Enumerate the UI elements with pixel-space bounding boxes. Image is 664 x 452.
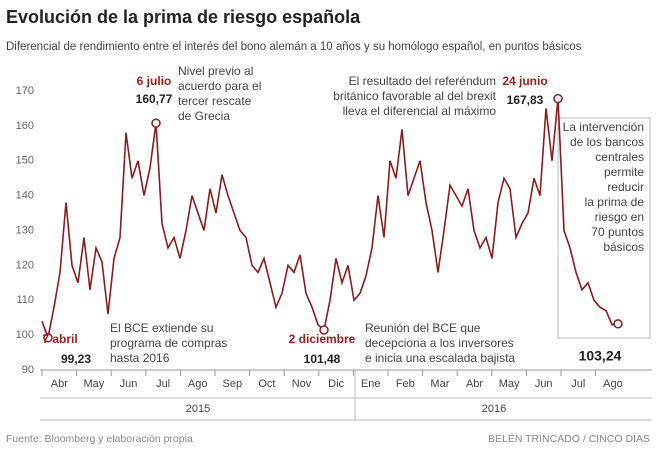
credit: BELÉN TRINCADO / CINCO DÍAS xyxy=(488,432,650,445)
point-marker xyxy=(319,325,329,335)
chart-title: Evolución de la prima de riesgo española xyxy=(6,7,361,27)
note: El resultado del referéndum xyxy=(349,74,496,88)
x-tick-label: Oct xyxy=(258,378,275,390)
point-date: 2 diciembre xyxy=(289,332,356,346)
point-label: 103,24 xyxy=(579,348,622,364)
note: La intervención xyxy=(563,120,644,134)
note: la prima de xyxy=(585,195,645,209)
x-tick-label: Jun xyxy=(120,378,138,390)
note: de los bancos xyxy=(570,135,644,149)
note: acuerdo para el xyxy=(178,79,261,93)
x-tick-label: Feb xyxy=(396,378,415,390)
note: decepciona a los inversores xyxy=(365,336,514,350)
x-tick-label: Ago xyxy=(188,378,208,390)
year-label: 2016 xyxy=(482,403,506,415)
point-marker xyxy=(613,319,623,329)
point-date: 7 abril xyxy=(42,332,77,346)
note: Reunión del BCE que xyxy=(365,321,481,335)
note: de Grecia xyxy=(178,109,230,123)
y-tick-label: 150 xyxy=(16,155,34,167)
point-marker xyxy=(553,93,563,104)
note: reducir xyxy=(607,180,644,194)
y-tick-label: 160 xyxy=(16,120,34,132)
note: básicos xyxy=(603,240,644,254)
note: centrales xyxy=(595,150,644,164)
x-tick-label: Abr xyxy=(51,378,68,390)
y-tick-label: 90 xyxy=(22,364,34,376)
x-tick-label: Jun xyxy=(535,378,553,390)
x-tick-label: Jul xyxy=(571,378,585,390)
note: tercer rescate xyxy=(178,94,252,108)
y-tick-label: 110 xyxy=(16,294,34,306)
note: Nivel previo al xyxy=(178,64,253,78)
point-marker xyxy=(43,333,53,343)
point-label: 101,48 xyxy=(304,352,341,366)
chart-subtitle: Diferencial de rendimiento entre el inte… xyxy=(6,41,582,53)
x-tick-label: Dic xyxy=(328,378,344,390)
note: e inicia una escalada bajista xyxy=(365,351,515,365)
x-tick-label: Abr xyxy=(466,378,483,390)
note: permite xyxy=(604,165,644,179)
note: lleva el diferencial al máximo xyxy=(343,104,497,118)
point-marker xyxy=(151,118,161,128)
source: Fuente: Bloomberg y elaboración propia xyxy=(6,433,193,445)
y-tick-label: 120 xyxy=(16,259,34,271)
note: programa de compras xyxy=(110,336,227,350)
note: hasta 2016 xyxy=(110,351,170,365)
x-tick-label: Ago xyxy=(603,378,623,390)
y-tick-label: 140 xyxy=(16,190,34,202)
note: El BCE extiende su xyxy=(110,321,213,335)
x-tick-label: May xyxy=(499,378,520,390)
note: riesgo en xyxy=(595,210,644,224)
point-date: 6 julio xyxy=(137,74,172,88)
point-label: 167,83 xyxy=(507,93,544,107)
x-tick-label: Sep xyxy=(223,378,243,390)
x-tick-label: Nov xyxy=(292,378,312,390)
note: 70 puntos xyxy=(591,225,644,239)
x-tick-label: Ene xyxy=(361,378,381,390)
note: británico favorable al del brexit xyxy=(333,89,496,103)
y-tick-label: 100 xyxy=(16,329,34,341)
point-date: 24 junio xyxy=(502,74,547,88)
point-label: 160,77 xyxy=(136,92,173,106)
x-tick-label: Mar xyxy=(430,378,449,390)
x-tick-label: May xyxy=(84,378,105,390)
y-tick-label: 130 xyxy=(16,224,34,236)
year-label: 2015 xyxy=(186,403,210,415)
line xyxy=(41,98,619,341)
point-label: 99,23 xyxy=(61,352,91,366)
x-tick-label: Jul xyxy=(156,378,170,390)
note-box xyxy=(557,117,651,339)
y-tick-label: 170 xyxy=(16,85,34,97)
